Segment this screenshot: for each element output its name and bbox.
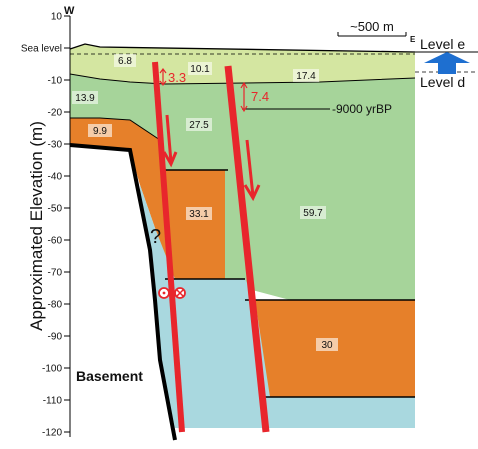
unit-label: 10.1 bbox=[190, 64, 210, 75]
unit-9-9-block bbox=[70, 118, 225, 279]
slip-arrow-east bbox=[243, 139, 261, 202]
y-tick-label: -110 bbox=[43, 396, 63, 407]
unit-label: 6.8 bbox=[118, 56, 132, 67]
scale-bar-label: ~500 m bbox=[350, 19, 394, 34]
y-tick-label: -90 bbox=[48, 332, 63, 343]
y-tick-label: Sea level bbox=[21, 44, 62, 55]
level-e-label: Level e bbox=[420, 36, 465, 52]
y-tick-label: -10 bbox=[48, 76, 63, 87]
boundary-6-8-base bbox=[69, 73, 416, 85]
boundary-top bbox=[69, 43, 416, 53]
boundary-13-9-base bbox=[70, 117, 161, 141]
slip-arrow-west bbox=[162, 114, 178, 168]
unknown-marker: ? bbox=[150, 226, 161, 248]
y-tick-label: -30 bbox=[48, 140, 63, 151]
y-axis-label: Approximated Elevation (m) bbox=[27, 121, 46, 331]
y-tick-label: -70 bbox=[48, 268, 63, 279]
basement-line bbox=[69, 143, 177, 441]
y-tick-label: -80 bbox=[48, 300, 63, 311]
y-tick-label: 10 bbox=[51, 12, 63, 23]
fault-east bbox=[224, 65, 270, 433]
unit-label: 9.9 bbox=[93, 126, 107, 137]
y-tick-label: -20 bbox=[48, 108, 63, 119]
offset-east-value: 7.4 bbox=[251, 89, 269, 104]
y-tick-label: -50 bbox=[48, 204, 63, 215]
level-change-arrow bbox=[424, 52, 470, 74]
unit-label: 33.1 bbox=[189, 209, 209, 220]
strike-slip-symbols bbox=[158, 287, 186, 299]
offset-arrow-east bbox=[240, 81, 248, 113]
unit-label: 59.7 bbox=[303, 208, 323, 219]
y-tick-label: -40 bbox=[48, 172, 63, 183]
y-tick-label: -100 bbox=[42, 364, 62, 375]
y-tick-label: -120 bbox=[42, 428, 62, 439]
unit-label: 17.4 bbox=[296, 71, 316, 82]
y-axis-tick-labels: 10 Sea level -10 -20 -30 -40 -50 -60 -70 -80 -90 -1… bbox=[21, 12, 63, 439]
basement-label: Basement bbox=[76, 368, 143, 384]
east-label: E bbox=[410, 35, 416, 44]
basal-unit-block bbox=[140, 185, 415, 428]
offset-west-value: 3.3 bbox=[168, 70, 186, 85]
fault-west bbox=[152, 61, 185, 433]
offset-arrow-west bbox=[159, 68, 167, 86]
unit-labels: 6.8 13.9 9.9 10.1 27.5 33.1 17.4 59.7 30 bbox=[72, 54, 338, 351]
unit-label: 13.9 bbox=[75, 93, 95, 104]
y-tick-label: -60 bbox=[48, 236, 63, 247]
scale-bar bbox=[337, 32, 407, 37]
unit-label: 30 bbox=[321, 340, 333, 351]
level-d-label: Level d bbox=[420, 74, 465, 90]
y-axis-ticks bbox=[64, 15, 70, 433]
horizon-label: -9000 yrBP bbox=[332, 102, 392, 116]
west-label: W bbox=[64, 5, 75, 17]
unit-label: 27.5 bbox=[189, 120, 209, 131]
